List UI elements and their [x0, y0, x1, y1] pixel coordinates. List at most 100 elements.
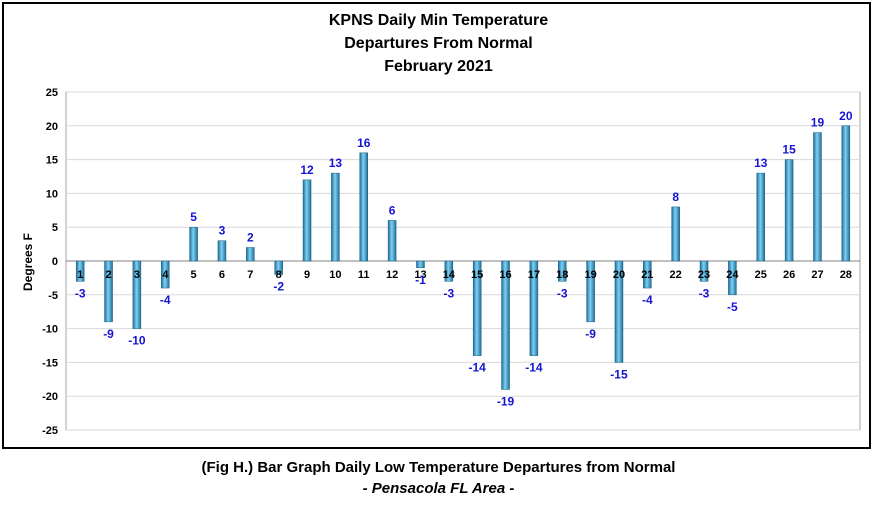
bar: [217, 240, 227, 262]
data-label: 13: [754, 156, 768, 170]
x-tick-label: 1: [77, 269, 83, 281]
data-label: 13: [329, 156, 343, 170]
data-label: -9: [585, 327, 596, 341]
x-tick-label: 25: [755, 269, 767, 281]
bars: [75, 125, 851, 390]
y-tick-label: -25: [42, 425, 58, 437]
y-tick-label: -15: [42, 357, 58, 369]
bar: [132, 260, 142, 329]
data-label: -4: [642, 293, 653, 307]
bar: [444, 260, 454, 282]
data-label: 19: [811, 116, 825, 130]
bar: [699, 260, 709, 282]
data-label: -14: [525, 361, 543, 375]
data-label: -5: [727, 300, 738, 314]
y-axis-label: Degrees F: [21, 233, 35, 291]
x-tick-label: 16: [499, 269, 511, 281]
bar: [728, 260, 737, 296]
data-labels: -3-9 -10-453 2-212 13166-1-3-14-19-14-3-9-1…: [75, 109, 853, 409]
y-tick-label: 10: [46, 188, 58, 200]
bar: [416, 260, 425, 269]
y-tick-label: -10: [42, 324, 58, 336]
data-label: -3: [443, 286, 454, 300]
x-tick-label: 27: [811, 269, 823, 281]
data-label: -2: [273, 280, 284, 294]
chart-title-line-3: February 2021: [384, 58, 493, 75]
data-label: 2: [247, 230, 254, 244]
x-tick-label: 7: [247, 269, 253, 281]
bar: [104, 260, 113, 323]
data-label: -4: [160, 293, 171, 307]
bar: [302, 179, 312, 262]
x-tick-label: 21: [641, 269, 653, 281]
data-label: -19: [497, 394, 515, 408]
gridlines: [65, 91, 861, 431]
bar: [784, 159, 794, 262]
x-tick-label: 10: [329, 269, 341, 281]
bar: [558, 260, 567, 282]
bar: [189, 226, 198, 262]
x-axis-tick-labels: 1 2 3 4 5 6 7 8 9 10 11 12 13 14 15 16 17 18 19 20 21 22 23 24 2…: [77, 269, 852, 281]
x-tick-label: 22: [670, 269, 682, 281]
x-tick-label: 4: [162, 269, 169, 281]
x-tick-label: 19: [584, 269, 596, 281]
bar: [841, 125, 851, 262]
y-tick-label: 15: [46, 155, 58, 167]
y-tick-label: 0: [52, 256, 58, 268]
data-label: 20: [839, 109, 853, 123]
data-label: -3: [699, 286, 710, 300]
data-label: 8: [672, 190, 679, 204]
bar: [274, 260, 283, 275]
figure-subcaption: - Pensacola FL Area -: [362, 480, 515, 497]
bar: [813, 132, 822, 262]
x-tick-label: 5: [191, 269, 197, 281]
bar: [75, 260, 85, 282]
x-tick-label: 23: [698, 269, 710, 281]
figure-caption: (Fig H.) Bar Graph Daily Low Temperature…: [201, 459, 676, 476]
y-tick-label: -20: [42, 391, 58, 403]
y-tick-label: 25: [46, 87, 58, 99]
data-label: -14: [469, 361, 487, 375]
bar: [671, 206, 680, 262]
data-label: -9: [103, 327, 114, 341]
bar: [756, 172, 765, 262]
x-tick-label: 11: [358, 269, 370, 281]
bar: [472, 260, 482, 356]
y-tick-label: 20: [46, 121, 58, 133]
data-label: 12: [300, 163, 314, 177]
data-label: 15: [782, 143, 796, 157]
x-tick-label: 26: [783, 269, 795, 281]
bar: [529, 260, 539, 356]
bar: [586, 260, 595, 323]
data-label: 6: [389, 203, 396, 217]
y-tick-label: 5: [52, 222, 58, 234]
data-label: -1: [415, 273, 426, 287]
data-label: -3: [557, 286, 568, 300]
data-label: -3: [75, 286, 86, 300]
bar: [614, 260, 624, 363]
x-tick-label: 24: [726, 269, 739, 281]
bar: [359, 152, 368, 262]
x-tick-label: 13: [414, 269, 426, 281]
x-tick-label: 3: [134, 269, 140, 281]
x-tick-label: 2: [105, 269, 111, 281]
x-tick-label: 12: [386, 269, 398, 281]
y-tick-label: -5: [48, 290, 58, 302]
x-tick-label: 28: [840, 269, 852, 281]
bar: [246, 247, 255, 262]
x-tick-label: 15: [471, 269, 483, 281]
x-tick-label: 20: [613, 269, 625, 281]
data-label: 5: [190, 210, 197, 224]
chart-title-line-2: Departures From Normal: [344, 35, 533, 52]
x-tick-label: 18: [556, 269, 568, 281]
bar: [387, 220, 397, 262]
x-tick-label: 9: [304, 269, 310, 281]
data-label: 16: [357, 136, 371, 150]
bar: [643, 260, 652, 289]
x-tick-label: 8: [276, 269, 282, 281]
x-tick-label: 14: [443, 269, 456, 281]
bar: [501, 260, 510, 390]
bar: [161, 260, 170, 289]
x-tick-label: 17: [528, 269, 540, 281]
